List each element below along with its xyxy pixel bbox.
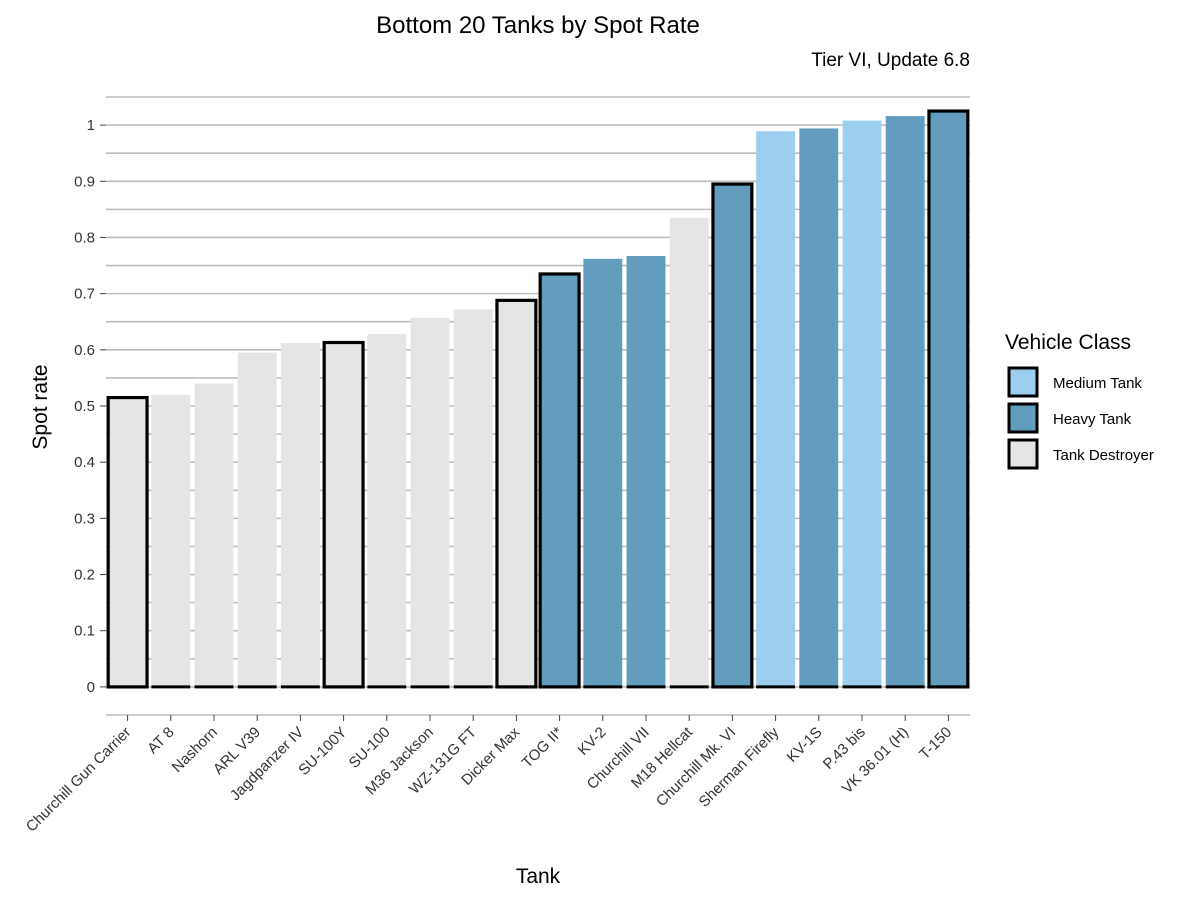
- legend-key-medium-tank: [1007, 366, 1039, 398]
- y-tick-label: 0.2: [74, 567, 95, 584]
- y-tick-label: 0.6: [74, 342, 95, 359]
- x-tick-label: Churchill Gun Carrier: [23, 724, 135, 836]
- legend-key-tank-destroyer: [1007, 438, 1039, 470]
- bar-arl-v39: [237, 352, 277, 687]
- y-tick-label: 0.9: [74, 173, 95, 190]
- legend: Vehicle Class Medium Tank Heavy Tank Tan…: [1005, 331, 1154, 470]
- bar-su-100: [367, 334, 407, 687]
- bar-nashorn: [194, 383, 234, 687]
- x-tick-label: KV-1S: [784, 724, 826, 766]
- bar-vk-36-01-h: [885, 116, 925, 687]
- y-tick-label: 0: [87, 679, 95, 696]
- y-tick-label: 0.5: [74, 398, 95, 415]
- y-tick-label: 0.1: [74, 623, 95, 640]
- y-tick-label: 0.7: [74, 286, 95, 303]
- legend-item-heavy-tank: Heavy Tank: [1007, 402, 1132, 434]
- y-tick-label: 0.4: [74, 454, 95, 471]
- y-tick-label: 0.3: [74, 510, 95, 527]
- bar-churchill-vii: [626, 255, 666, 687]
- y-tick-label: 1: [87, 117, 95, 134]
- legend-title: Vehicle Class: [1005, 331, 1131, 354]
- x-axis-title: Tank: [516, 865, 561, 888]
- bars: [106, 109, 970, 689]
- bar-jagdpanzer-iv: [280, 343, 320, 687]
- y-axis: 0 0.1 0.2 0.3 0.4 0.5 0.6 0.7 0.8 0.9 1: [74, 117, 106, 696]
- bar-churchill-mk-vi: [711, 182, 754, 689]
- x-tick-label: SU-100Y: [295, 724, 350, 779]
- y-axis-title: Spot rate: [29, 364, 52, 449]
- legend-label-tank-destroyer: Tank Destroyer: [1053, 447, 1154, 464]
- bar-t-150: [927, 109, 970, 689]
- bar-wz-131g-ft: [453, 309, 493, 687]
- grid-lines: [106, 96, 970, 716]
- bar-at-8: [151, 394, 191, 687]
- x-tick-label: T-150: [916, 724, 955, 763]
- legend-item-tank-destroyer: Tank Destroyer: [1007, 438, 1154, 470]
- x-tick-label: Sherman Firefly: [696, 723, 783, 810]
- x-tick-label: TOG II*: [519, 724, 567, 772]
- bar-sherman-firefly: [756, 131, 796, 687]
- legend-label-medium-tank: Medium Tank: [1053, 375, 1142, 392]
- bar-tog-ii: [538, 272, 581, 689]
- bar-kv-1s: [799, 128, 839, 687]
- chart-subtitle: Tier VI, Update 6.8: [811, 50, 970, 71]
- legend-item-medium-tank: Medium Tank: [1007, 366, 1142, 398]
- x-tick-label: AT 8: [144, 724, 177, 757]
- bar-kv-2: [583, 258, 623, 687]
- bar-m18-hellcat: [669, 217, 709, 687]
- bar-su-100y: [322, 340, 365, 689]
- bar-p-43-bis: [842, 120, 882, 687]
- bar-churchill-gun-carrier: [106, 395, 149, 689]
- x-tick-label: KV-2: [575, 724, 610, 759]
- y-tick-label: 0.8: [74, 229, 95, 246]
- legend-label-heavy-tank: Heavy Tank: [1053, 411, 1132, 428]
- legend-key-heavy-tank: [1007, 402, 1039, 434]
- bar-dicker-max: [495, 298, 538, 689]
- bar-m36-jackson: [410, 317, 450, 687]
- chart-title: Bottom 20 Tanks by Spot Rate: [376, 12, 700, 39]
